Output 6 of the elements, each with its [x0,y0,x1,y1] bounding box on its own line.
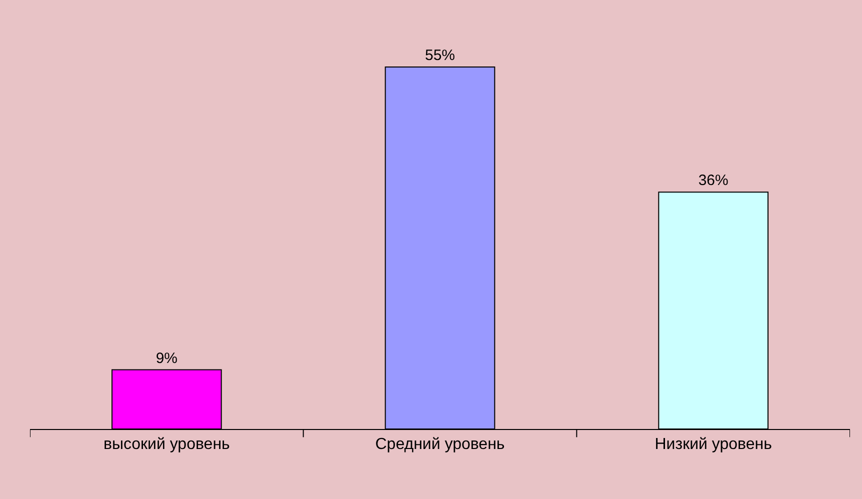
x-tick-label: высокий уровень [103,436,230,454]
data-label: 36% [698,172,728,190]
x-tick-label: Средний уровень [375,436,505,454]
x-tick-label: Низкий уровень [654,436,772,454]
data-label: 9% [156,350,178,367]
data-label: 55% [424,47,456,64]
